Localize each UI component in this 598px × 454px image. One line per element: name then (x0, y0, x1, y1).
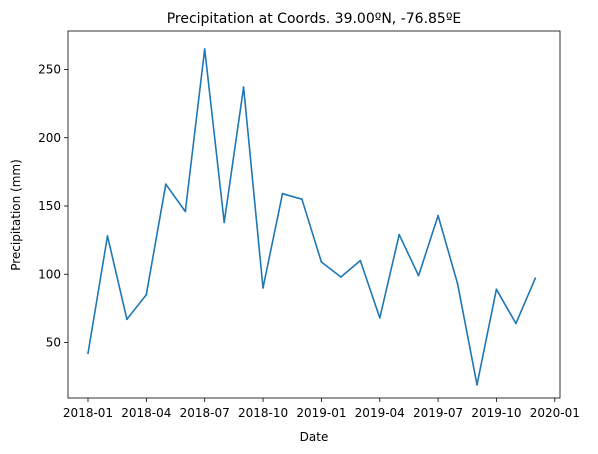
data-point (340, 276, 342, 278)
data-point (164, 183, 167, 186)
x-tick-label: 2019-01 (296, 406, 346, 420)
x-tick-label: 2018-01 (63, 406, 113, 420)
y-tick-label: 100 (38, 267, 61, 281)
x-axis-label: Date (300, 430, 329, 444)
data-point (359, 259, 362, 262)
data-point (495, 288, 498, 291)
data-point (242, 86, 245, 89)
y-tick-label: 50 (46, 336, 61, 350)
x-tick-label: 2019-07 (413, 406, 463, 420)
data-point (378, 317, 381, 319)
data-point (203, 48, 206, 50)
x-tick-label: 2020-01 (530, 406, 580, 420)
data-point (417, 274, 420, 277)
x-tick-label: 2018-10 (238, 406, 288, 420)
data-point (262, 287, 264, 289)
data-point (126, 318, 128, 321)
y-axis-label: Precipitation (mm) (9, 159, 23, 271)
x-tick-label: 2018-07 (180, 406, 230, 420)
data-point (145, 293, 148, 296)
data-point (281, 192, 284, 195)
axes-frame (67, 30, 561, 399)
chart-title: Precipitation at Coords. 39.00ºN, -76.85… (167, 11, 462, 27)
x-tick-label: 2019-10 (471, 406, 521, 420)
y-tick-label: 200 (38, 131, 61, 145)
x-tick-label: 2019-04 (355, 406, 405, 420)
data-point (87, 352, 89, 355)
y-tick-label: 150 (38, 199, 61, 213)
data-point (301, 198, 303, 201)
data-point (184, 210, 187, 213)
data-point (106, 235, 109, 237)
series-line-0 (87, 48, 537, 386)
data-point (534, 277, 537, 280)
plot-area: 2018-01 2018-04 2018-07 2018-10 2019-01 2019-… (38, 30, 580, 420)
y-tick-label: 250 (38, 63, 61, 77)
data-point (437, 214, 439, 217)
data-point (398, 233, 401, 236)
data-point (456, 282, 459, 285)
x-tick-label: 2018-04 (121, 406, 171, 420)
data-point (476, 383, 478, 386)
data-point (320, 261, 323, 263)
data-point (515, 322, 517, 325)
data-point (223, 221, 226, 224)
